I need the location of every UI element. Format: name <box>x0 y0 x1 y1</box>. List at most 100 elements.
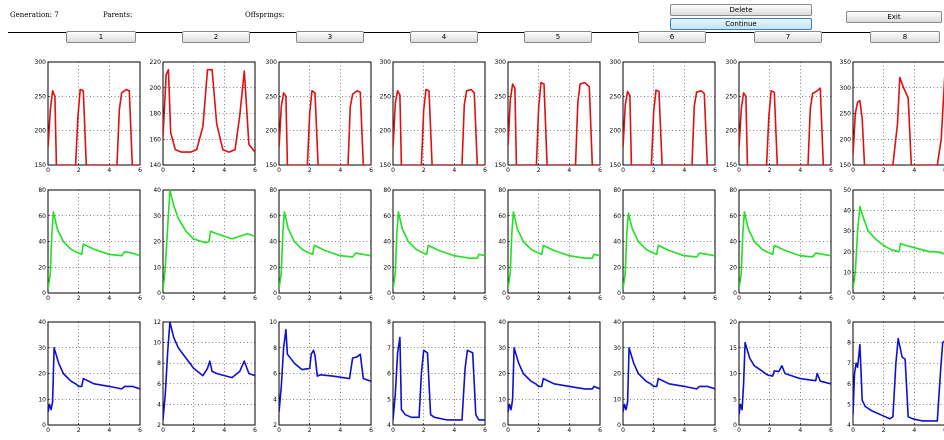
tick-label-y: 80 <box>729 187 737 194</box>
tick-label-y: 30 <box>38 345 46 352</box>
tick-label-y: 60 <box>498 213 506 220</box>
tick-label-x: 0 <box>851 427 855 434</box>
tick-label-x: 6 <box>483 167 487 174</box>
chart-blue-8: 0246456789 <box>847 319 944 434</box>
tick-label-x: 2 <box>882 427 886 434</box>
tick-label-x: 6 <box>598 295 602 302</box>
tick-label-y: 160 <box>150 136 162 143</box>
tick-label-x: 6 <box>598 167 602 174</box>
tick-label-y: 5 <box>733 396 737 403</box>
series-line-green <box>163 190 255 291</box>
exit-button[interactable]: Exit <box>846 11 942 23</box>
tick-label-x: 4 <box>798 295 802 302</box>
tick-label-y: 5 <box>847 401 851 408</box>
tick-label-x: 0 <box>391 427 395 434</box>
series-line-red <box>739 87 831 165</box>
individual-button-3[interactable]: 3 <box>296 31 364 43</box>
tick-label-y: 4 <box>157 401 161 408</box>
tick-label-y: 40 <box>383 239 391 246</box>
individual-button-6[interactable]: 6 <box>638 31 706 43</box>
tick-label-y: 10 <box>269 319 277 326</box>
tick-label-x: 4 <box>682 167 686 174</box>
chart-red-1: 0 2 4 6 150 200 250 300 <box>35 59 143 174</box>
tick-label-y: 0 <box>273 290 277 297</box>
tick-label-y: 10 <box>843 269 851 276</box>
tick-label-y: 150 <box>35 162 47 169</box>
individual-button-2[interactable]: 2 <box>182 31 250 43</box>
separator-line <box>706 32 754 33</box>
tick-label-y: 20 <box>269 264 277 271</box>
tick-label-y: 20 <box>498 264 506 271</box>
series-line-red <box>48 88 140 165</box>
chart-red-4: 0 2 4 6 150 200 250 300 <box>380 59 488 174</box>
tick-label-y: 7 <box>847 360 851 367</box>
individual-button-1[interactable]: 1 <box>66 31 136 43</box>
series-line-green <box>623 212 715 290</box>
delete-button[interactable]: Delete <box>670 4 812 16</box>
individual-button-7[interactable]: 7 <box>754 31 822 43</box>
parents-label: Parents: <box>103 11 133 19</box>
tick-label-x: 6 <box>253 295 257 302</box>
tick-label-x: 6 <box>829 427 833 434</box>
tick-label-x: 6 <box>369 295 373 302</box>
tick-label-x: 6 <box>829 167 833 174</box>
tick-label-x: 4 <box>452 427 456 434</box>
tick-label-x: 4 <box>798 167 802 174</box>
chart-red-8: 0246150200250300350 <box>840 59 944 174</box>
tick-label-y: 6 <box>157 381 161 388</box>
tick-label-y: 30 <box>498 345 506 352</box>
tick-label-y: 60 <box>269 213 277 220</box>
tick-label-y: 20 <box>729 264 737 271</box>
series-line-green <box>508 211 600 290</box>
tick-label-y: 250 <box>610 93 622 100</box>
tick-label-y: 80 <box>269 187 277 194</box>
tick-label-y: 200 <box>726 128 738 135</box>
chart-blue-7: 0 2 4 6 0 5 10 15 20 <box>729 319 833 434</box>
plot-frame <box>392 61 486 166</box>
tick-label-x: 2 <box>308 295 312 302</box>
individual-button-8[interactable]: 8 <box>870 31 940 43</box>
tick-label-x: 4 <box>107 167 111 174</box>
tick-label-x: 4 <box>682 295 686 302</box>
tick-label-y: 40 <box>729 239 737 246</box>
separator-line <box>364 32 410 33</box>
individual-button-4[interactable]: 4 <box>410 31 478 43</box>
tick-label-x: 2 <box>652 295 656 302</box>
tick-label-x: 2 <box>652 427 656 434</box>
tick-label-x: 6 <box>598 427 602 434</box>
tick-label-x: 2 <box>768 295 772 302</box>
series-line-green <box>853 205 944 290</box>
tick-label-y: 0 <box>733 290 737 297</box>
tick-label-y: 0 <box>847 290 851 297</box>
tick-label-x: 6 <box>369 167 373 174</box>
tick-label-x: 6 <box>713 167 717 174</box>
tick-label-y: 200 <box>35 128 47 135</box>
tick-label-y: 250 <box>726 93 738 100</box>
individual-button-5[interactable]: 5 <box>524 31 592 43</box>
tick-label-y: 0 <box>502 422 506 429</box>
tick-label-x: 4 <box>222 427 226 434</box>
tick-label-y: 30 <box>843 228 851 235</box>
tick-label-x: 0 <box>161 427 165 434</box>
tick-label-y: 200 <box>266 128 278 135</box>
tick-label-x: 0 <box>46 295 50 302</box>
tick-label-x: 4 <box>912 167 916 174</box>
plot-frame <box>738 61 832 166</box>
tick-label-y: 60 <box>38 213 46 220</box>
tick-label-x: 0 <box>851 167 855 174</box>
tick-label-y: 40 <box>498 319 506 326</box>
chart-red-6: 0 2 4 6 150 200 250 300 <box>610 59 718 174</box>
tick-label-x: 4 <box>798 427 802 434</box>
series-line-blue <box>48 346 140 413</box>
series-line-blue <box>508 346 600 413</box>
tick-label-x: 0 <box>737 295 741 302</box>
continue-button[interactable]: Continue <box>670 18 812 30</box>
tick-label-y: 80 <box>383 187 391 194</box>
tick-label-y: 20 <box>613 264 621 271</box>
tick-label-x: 0 <box>46 427 50 434</box>
series-line-blue <box>279 328 371 413</box>
chart-green-8: 024601020304050 <box>843 187 944 302</box>
